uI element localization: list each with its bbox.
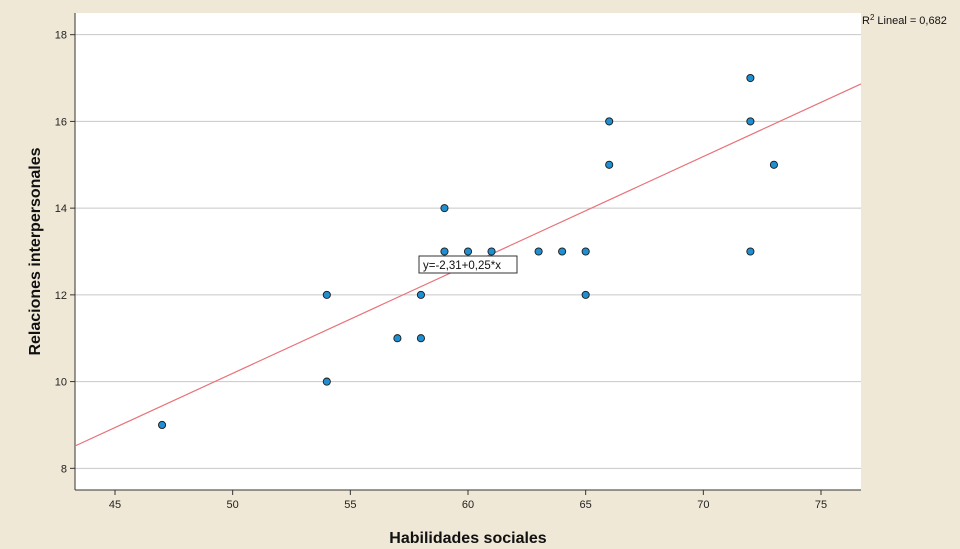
data-point xyxy=(440,204,449,213)
x-tick-label: 65 xyxy=(580,499,592,511)
points-layer xyxy=(158,73,778,430)
fit-equation-label: y=-2,31+0,25*x xyxy=(423,260,501,272)
data-point xyxy=(416,290,425,299)
data-point xyxy=(463,247,473,256)
data-point xyxy=(158,420,167,430)
data-point xyxy=(393,334,402,343)
r2-prefix: R xyxy=(862,15,870,27)
grid-lines xyxy=(75,34,861,469)
data-point xyxy=(746,73,755,83)
y-tick-label: 16 xyxy=(55,116,67,128)
y-tick-label: 18 xyxy=(55,30,67,42)
data-point xyxy=(322,377,331,386)
data-point xyxy=(746,117,755,126)
x-tick-label: 60 xyxy=(462,499,474,511)
x-axis-title: Habilidades sociales xyxy=(389,530,547,547)
data-point xyxy=(487,247,496,256)
data-point xyxy=(440,247,449,256)
y-axis-title: Relaciones interpersonales xyxy=(27,147,44,355)
data-point xyxy=(581,290,590,299)
data-point xyxy=(605,117,614,126)
r2-value: Lineal = 0,682 xyxy=(877,15,946,27)
data-point xyxy=(746,247,755,256)
y-tick-label: 10 xyxy=(55,377,67,389)
axes: 8 10 12 14 16 18 45 50 55 60 65 70 75 xyxy=(55,13,861,511)
y-tick-label: 8 xyxy=(61,463,67,475)
labels-layer: Habilidades sociales Relaciones interper… xyxy=(27,13,947,547)
data-point xyxy=(416,334,425,343)
r2-annotation: R2 Lineal = 0,682 xyxy=(862,13,947,27)
x-tick-label: 50 xyxy=(227,499,239,511)
data-point xyxy=(769,160,778,169)
x-tick-label: 55 xyxy=(344,499,356,511)
y-tick-label: 12 xyxy=(55,290,67,302)
data-point xyxy=(322,290,331,299)
data-point xyxy=(581,247,590,256)
r2-superscript: 2 xyxy=(870,13,875,22)
x-tick-label: 70 xyxy=(697,499,709,511)
fit-equation-box xyxy=(418,255,518,274)
y-tick-label: 14 xyxy=(55,203,67,215)
x-tick-label: 75 xyxy=(815,499,827,511)
data-point xyxy=(534,247,543,256)
x-tick-label: 45 xyxy=(109,499,121,511)
data-point xyxy=(605,160,614,169)
data-point xyxy=(558,247,567,256)
